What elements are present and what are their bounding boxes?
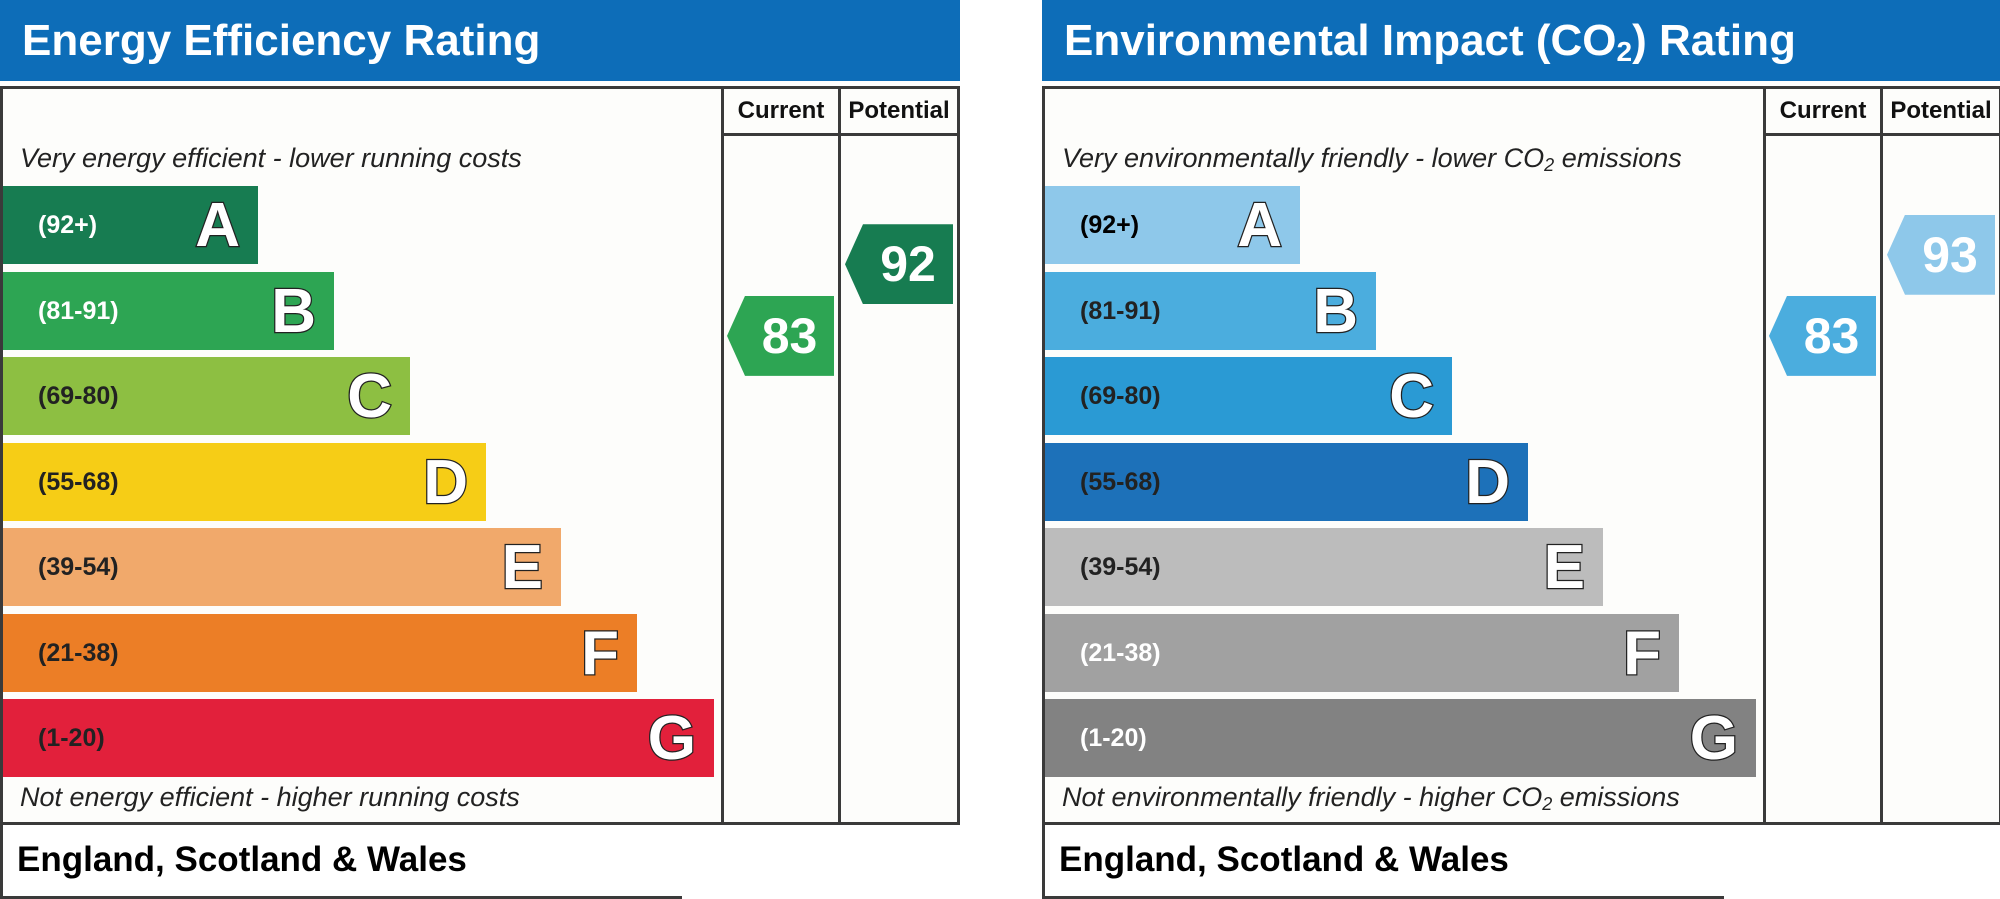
band-a: (92+) A	[3, 186, 258, 264]
band-e: (39-54) E	[1045, 528, 1603, 606]
bottom-caption: Not environmentally friendly - higher CO…	[1062, 782, 1680, 815]
band-range-label: (92+)	[38, 186, 97, 264]
footer: England, Scotland & Wales	[1042, 825, 1724, 899]
band-g: (1-20) G	[3, 699, 714, 777]
current-column-header: Current	[724, 89, 838, 133]
band-letter: C	[1389, 357, 1434, 435]
current-column-header: Current	[1766, 89, 1880, 133]
potential-column-header: Potential	[1883, 89, 1999, 133]
band-f: (21-38) F	[1045, 614, 1679, 692]
divider	[1763, 133, 2000, 136]
top-caption: Very energy efficient - lower running co…	[20, 143, 522, 176]
band-range-label: (81-91)	[1080, 272, 1161, 350]
current-rating-arrow: 83	[1769, 296, 1876, 376]
footer-region: England, Scotland & Wales	[17, 825, 467, 895]
band-range-label: (21-38)	[1080, 614, 1161, 692]
environmental-impact-panel: Environmental Impact (CO2) Rating Curren…	[1042, 0, 2000, 899]
band-f: (21-38) F	[3, 614, 637, 692]
band-letter: F	[1623, 614, 1661, 692]
top-caption: Very environmentally friendly - lower CO…	[1062, 143, 1682, 176]
band-range-label: (69-80)	[1080, 357, 1161, 435]
band-c: (69-80) C	[1045, 357, 1452, 435]
band-d: (55-68) D	[1045, 443, 1528, 521]
band-range-label: (39-54)	[38, 528, 119, 606]
band-range-label: (81-91)	[38, 272, 119, 350]
band-range-label: (55-68)	[38, 443, 119, 521]
divider	[1880, 86, 1883, 825]
band-range-label: (39-54)	[1080, 528, 1161, 606]
band-a: (92+) A	[1045, 186, 1300, 264]
band-letter: A	[1237, 186, 1282, 264]
band-range-label: (69-80)	[38, 357, 119, 435]
band-b: (81-91) B	[1045, 272, 1376, 350]
band-range-label: (92+)	[1080, 186, 1139, 264]
bottom-caption: Not energy efficient - higher running co…	[20, 782, 520, 815]
band-letter: D	[1465, 443, 1510, 521]
band-range-label: (55-68)	[1080, 443, 1161, 521]
band-range-label: (21-38)	[38, 614, 119, 692]
divider	[721, 133, 960, 136]
band-letter: C	[347, 357, 392, 435]
band-e: (39-54) E	[3, 528, 561, 606]
footer-region: England, Scotland & Wales	[1059, 825, 1509, 895]
band-letter: B	[1313, 272, 1358, 350]
band-c: (69-80) C	[3, 357, 410, 435]
potential-rating-arrow: 92	[845, 224, 953, 304]
band-b: (81-91) B	[3, 272, 334, 350]
band-letter: A	[195, 186, 240, 264]
band-letter: G	[648, 699, 696, 777]
potential-rating-arrow: 93	[1887, 215, 1995, 295]
band-letter: E	[1544, 528, 1585, 606]
divider	[838, 86, 841, 825]
band-letter: B	[271, 272, 316, 350]
divider	[1763, 86, 1766, 825]
potential-column-header: Potential	[841, 89, 957, 133]
band-range-label: (1-20)	[38, 699, 105, 777]
band-letter: E	[502, 528, 543, 606]
current-rating-arrow: 83	[727, 296, 834, 376]
band-range-label: (1-20)	[1080, 699, 1147, 777]
band-g: (1-20) G	[1045, 699, 1756, 777]
band-letter: D	[423, 443, 468, 521]
footer: England, Scotland & Wales	[0, 825, 682, 899]
energy-efficiency-panel: Energy Efficiency Rating Current Potenti…	[0, 0, 960, 899]
band-letter: G	[1690, 699, 1738, 777]
band-d: (55-68) D	[3, 443, 486, 521]
divider	[721, 86, 724, 825]
panel-title: Environmental Impact (CO2) Rating	[1042, 0, 2000, 81]
band-letter: F	[581, 614, 619, 692]
panel-title: Energy Efficiency Rating	[0, 0, 960, 81]
